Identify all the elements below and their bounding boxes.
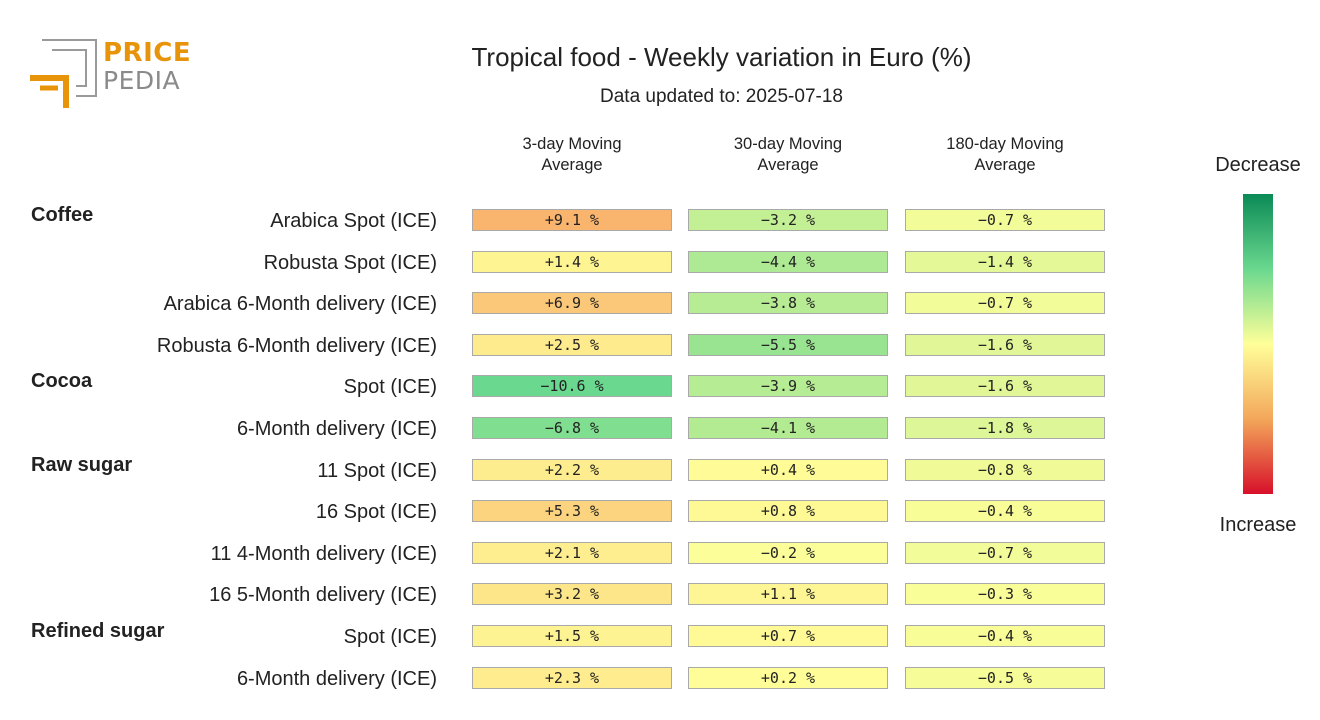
heatmap-cell: +3.2 %: [472, 583, 672, 606]
heatmap-cell: +1.5 %: [472, 625, 672, 647]
heatmap-cell: +2.3 %: [472, 666, 672, 689]
heatmap-cell: +0.8 %: [688, 500, 888, 523]
chart-title: Tropical food - Weekly variation in Euro…: [471, 42, 972, 72]
heatmap-cell: −0.5 %: [905, 666, 1105, 689]
heatmap-cell: +5.3 %: [472, 500, 672, 523]
column-header-line: 3-day Moving: [522, 135, 622, 153]
heatmap-cell: −0.7 %: [905, 541, 1105, 564]
heatmap-cell: +2.5 %: [472, 333, 672, 356]
heatmap-cell: −1.6 %: [905, 333, 1105, 356]
heatmap-cell: +6.9 %: [472, 292, 672, 315]
group-label: Coffee: [31, 204, 94, 226]
heatmap-cell: +2.1 %: [472, 541, 672, 564]
row-label: Robusta Spot (ICE): [263, 251, 437, 274]
heatmap-cell: −1.6 %: [905, 375, 1105, 398]
heatmap-cell: −4.1 %: [688, 417, 888, 439]
pricepedia-logo: PRICE PEDIA: [30, 38, 192, 110]
heatmap-cell: +1.4 %: [472, 250, 672, 273]
row-label: Spot (ICE): [343, 626, 437, 648]
column-header: 180-day Moving Average: [904, 134, 1106, 176]
row-label: 16 Spot (ICE): [315, 501, 437, 524]
heatmap-cell: +2.2 %: [472, 458, 672, 481]
heatmap-cell: +0.4 %: [688, 458, 888, 481]
heatmap-cell: −10.6 %: [472, 375, 672, 398]
legend-color-scale: [1243, 194, 1273, 494]
column-header-line: 30-day Moving: [733, 135, 843, 153]
logo-mark-icon: [30, 39, 97, 108]
column-header-line: 180-day Moving: [946, 135, 1064, 153]
column-header-line: Average: [974, 156, 1036, 174]
heatmap-cell: −3.8 %: [688, 292, 888, 315]
heatmap-cell: −0.8 %: [905, 458, 1105, 481]
heatmap-cell: −0.2 %: [688, 541, 888, 564]
heatmap-cell: −0.7 %: [905, 292, 1105, 315]
heatmap-cell: −0.4 %: [905, 625, 1105, 647]
heatmap-cell: −1.4 %: [905, 250, 1105, 273]
row-label: Robusta 6-Month delivery (ICE): [156, 334, 437, 357]
heatmap-cell: −0.4 %: [905, 500, 1105, 523]
row-label: 11 4-Month delivery (ICE): [210, 542, 437, 565]
column-header-line: Average: [541, 156, 603, 174]
heatmap-cell: −3.9 %: [688, 375, 888, 398]
heatmap-cell: −4.4 %: [688, 250, 888, 273]
heatmap-cell: −0.7 %: [905, 209, 1105, 231]
row-label: 11 Spot (ICE): [317, 459, 437, 482]
column-header: 30-day Moving Average: [687, 134, 889, 176]
heatmap-cell: +1.1 %: [688, 583, 888, 606]
heatmap-cell: +0.7 %: [688, 625, 888, 647]
heatmap-cell: −3.2 %: [688, 209, 888, 231]
heatmap-cell: −6.8 %: [472, 417, 672, 439]
heatmap-cell: +0.2 %: [688, 666, 888, 689]
column-header: 3-day Moving Average: [471, 134, 673, 176]
logo-text-price: PRICE: [103, 38, 192, 68]
legend-increase-label: Increase: [1219, 514, 1297, 536]
row-label: 16 5-Month delivery (ICE): [209, 584, 437, 607]
heatmap-cell: −1.8 %: [905, 417, 1105, 439]
heatmap-cell: −5.5 %: [688, 333, 888, 356]
row-label: Arabica Spot (ICE): [270, 210, 437, 232]
group-label: Refined sugar: [31, 620, 165, 642]
column-header-line: Average: [757, 156, 819, 174]
chart-subtitle: Data updated to: 2025-07-18: [600, 86, 843, 107]
heatmap-cell: +9.1 %: [472, 209, 672, 231]
logo-text-pedia: PEDIA: [103, 66, 181, 95]
group-label: Cocoa: [31, 370, 93, 393]
row-label: 6-Month delivery (ICE): [236, 418, 437, 440]
legend-decrease-label: Decrease: [1215, 154, 1301, 176]
group-label: Raw sugar: [31, 453, 133, 476]
row-label: Spot (ICE): [343, 376, 437, 399]
heatmap-cell: −0.3 %: [905, 583, 1105, 606]
row-label: 6-Month delivery (ICE): [236, 667, 437, 690]
row-label: Arabica 6-Month delivery (ICE): [163, 293, 437, 316]
